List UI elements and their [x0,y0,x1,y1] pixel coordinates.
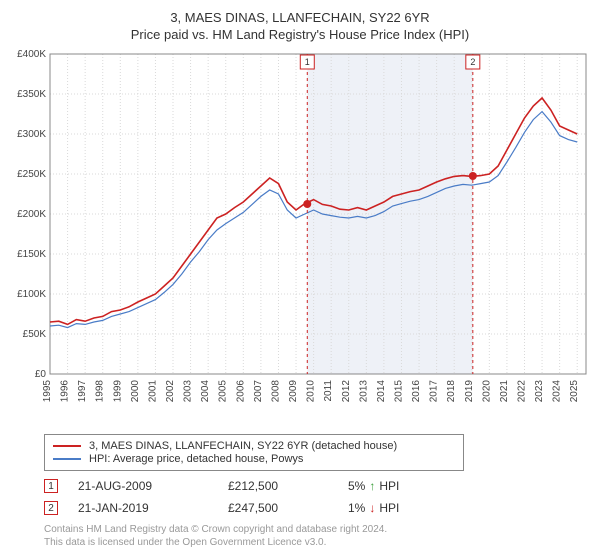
svg-text:2: 2 [470,57,475,67]
svg-text:£400K: £400K [17,49,46,60]
chart-svg: £0 £50K £100K £150K £200K £250K £300K £350K £400… [8,48,592,428]
footer-note: Contains HM Land Registry data © Crown c… [44,523,592,549]
sale-hpi: 1% ↓ HPI [348,501,399,515]
svg-text:2012: 2012 [341,380,352,403]
sale-date: 21-JAN-2019 [78,501,228,515]
svg-text:2023: 2023 [534,380,545,403]
svg-text:£350K: £350K [17,89,46,100]
svg-text:2015: 2015 [393,380,404,403]
svg-text:1997: 1997 [77,380,88,403]
svg-text:2014: 2014 [376,380,387,403]
legend-row-price-paid: 3, MAES DINAS, LLANFECHAIN, SY22 6YR (de… [53,440,455,452]
title-line-1: 3, MAES DINAS, LLANFECHAIN, SY22 6YR [8,10,592,25]
svg-text:2013: 2013 [358,380,369,403]
svg-text:2022: 2022 [516,380,527,403]
legend-label-price-paid: 3, MAES DINAS, LLANFECHAIN, SY22 6YR (de… [89,440,397,452]
svg-text:2001: 2001 [147,380,158,403]
svg-text:1995: 1995 [42,380,53,403]
svg-text:£100K: £100K [17,289,46,300]
svg-text:1998: 1998 [95,380,106,403]
svg-text:2009: 2009 [288,380,299,403]
sale-marker-box: 1 [44,479,58,493]
svg-text:1996: 1996 [60,380,71,403]
sale-hpi: 5% ↑ HPI [348,479,399,493]
title-line-2: Price paid vs. HM Land Registry's House … [8,27,592,42]
legend: 3, MAES DINAS, LLANFECHAIN, SY22 6YR (de… [44,434,464,471]
hpi-arrow-icon: ↑ [369,479,375,493]
svg-text:2025: 2025 [569,380,580,403]
footer-line-2: This data is licensed under the Open Gov… [44,536,592,549]
svg-text:2000: 2000 [130,380,141,403]
svg-text:2007: 2007 [253,380,264,403]
svg-text:2020: 2020 [481,380,492,403]
svg-text:£200K: £200K [17,209,46,220]
svg-text:2010: 2010 [306,380,317,403]
svg-text:£50K: £50K [23,329,47,340]
legend-swatch-price-paid [53,445,81,447]
svg-text:2003: 2003 [183,380,194,403]
sale-marker-box: 2 [44,501,58,515]
svg-text:£150K: £150K [17,249,46,260]
svg-text:£250K: £250K [17,169,46,180]
svg-text:£0: £0 [35,369,47,380]
svg-text:2024: 2024 [552,380,563,403]
sale-price: £247,500 [228,501,348,515]
svg-text:2004: 2004 [200,380,211,403]
svg-text:1: 1 [305,57,310,67]
legend-row-hpi: HPI: Average price, detached house, Powy… [53,453,455,465]
sale-price: £212,500 [228,479,348,493]
sale-date: 21-AUG-2009 [78,479,228,493]
svg-text:1999: 1999 [112,380,123,403]
price-chart: £0 £50K £100K £150K £200K £250K £300K £350K £400… [8,48,592,428]
legend-swatch-hpi [53,458,81,460]
footer-line-1: Contains HM Land Registry data © Crown c… [44,523,592,536]
sale-row: 1 21-AUG-2009£212,5005% ↑ HPI [44,479,592,493]
svg-text:2018: 2018 [446,380,457,403]
svg-text:2006: 2006 [235,380,246,403]
svg-text:2011: 2011 [323,380,334,402]
sale-row: 2 21-JAN-2019£247,5001% ↓ HPI [44,501,592,515]
hpi-arrow-icon: ↓ [369,501,375,515]
svg-text:2019: 2019 [464,380,475,403]
svg-text:2021: 2021 [499,380,510,403]
svg-text:2017: 2017 [429,380,440,403]
legend-label-hpi: HPI: Average price, detached house, Powy… [89,453,303,465]
svg-text:2016: 2016 [411,380,422,403]
svg-text:£300K: £300K [17,129,46,140]
svg-text:2005: 2005 [218,380,229,403]
svg-text:2002: 2002 [165,380,176,403]
svg-text:2008: 2008 [270,380,281,403]
